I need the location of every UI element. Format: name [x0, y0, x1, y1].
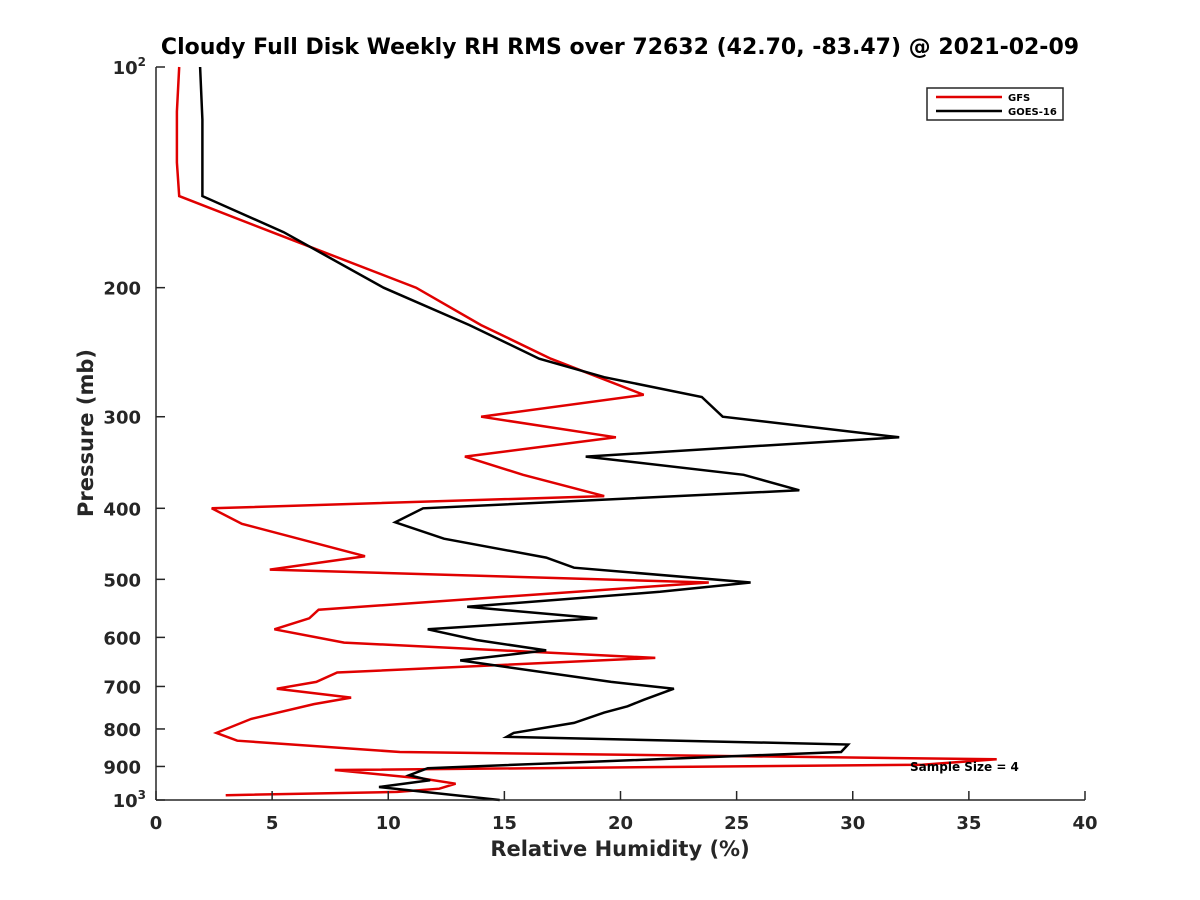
legend-box	[926, 87, 1064, 121]
x-tick-label: 15	[492, 813, 517, 834]
x-axis-ticks: 0 5 10 15 20 25 30 35 40	[150, 791, 1098, 834]
y-axis-label: Pressure (mb)	[74, 349, 98, 517]
x-tick-label: 0	[150, 813, 163, 834]
y-tick-label: 500	[103, 570, 141, 591]
sample-size-annotation: Sample Size = 4	[910, 760, 1019, 774]
x-tick-label: 30	[840, 813, 865, 834]
legend: GFS GOES-16	[926, 87, 1064, 121]
y-tick-label: 700	[103, 677, 141, 698]
legend-label: GOES-16	[1008, 107, 1057, 118]
plot-area	[175, 66, 997, 802]
y-tick-label: 800	[103, 720, 141, 741]
legend-label: GFS	[1008, 93, 1030, 104]
x-tick-label: 10	[376, 813, 401, 834]
y-tick-label: 400	[103, 499, 141, 520]
y-tick-label: 102	[113, 55, 146, 79]
y-tick-label: 300	[103, 408, 141, 429]
series-line-goes-16	[198, 66, 900, 802]
x-tick-label: 5	[266, 813, 279, 834]
x-tick-label: 35	[956, 813, 981, 834]
chart-title: Cloudy Full Disk Weekly RH RMS over 7263…	[161, 35, 1079, 60]
series-line-gfs	[175, 66, 997, 797]
x-tick-label: 25	[724, 813, 749, 834]
y-tick-label: 900	[103, 757, 141, 778]
y-tick-label: 600	[103, 628, 141, 649]
y-tick-label: 200	[103, 279, 141, 300]
x-tick-label: 20	[608, 813, 633, 834]
x-tick-label: 40	[1072, 813, 1097, 834]
x-axis-label: Relative Humidity (%)	[490, 837, 749, 861]
y-axis-ticks: 102 200 300 400 500 600 700 800 900 103	[103, 55, 165, 812]
y-tick-label: 103	[113, 788, 146, 812]
